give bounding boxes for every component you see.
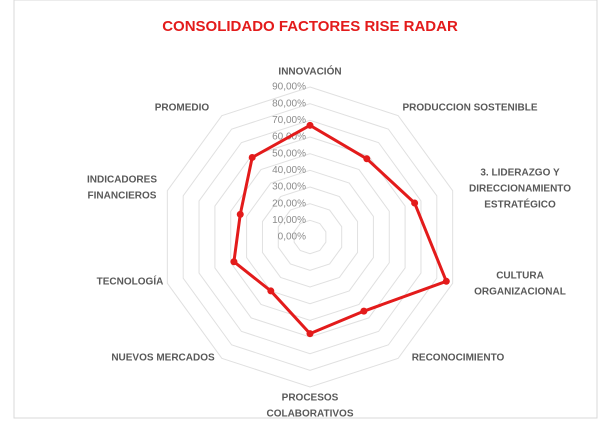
data-point <box>363 155 371 163</box>
category-label: ORGANIZACIONAL <box>474 287 566 298</box>
grid-ring <box>293 219 327 255</box>
category-label: TECNOLOGÍA <box>97 275 164 288</box>
y-tick-label: 70,00% <box>272 115 306 126</box>
y-tick-label: 10,00% <box>272 215 306 226</box>
category-label: INDICADORES <box>87 175 157 186</box>
grid-ring <box>246 169 374 305</box>
grid-ring <box>277 203 343 271</box>
category-label: PROMEDIO <box>155 103 210 114</box>
data-point <box>360 307 368 315</box>
category-label: COLABORATIVOS <box>266 409 353 420</box>
grid-ring <box>182 103 438 371</box>
category-label: PRODUCCION SOSTENIBLE <box>402 103 537 114</box>
category-label: INNOVACIÓN <box>278 65 341 78</box>
data-point <box>411 199 419 207</box>
grid-ring <box>166 86 454 388</box>
y-tick-label: 50,00% <box>272 148 306 159</box>
grid-ring <box>198 119 422 355</box>
y-tick-label: 20,00% <box>272 198 306 209</box>
grid-ring <box>261 186 359 288</box>
y-tick-label: 30,00% <box>272 182 306 193</box>
data-point <box>442 277 450 285</box>
y-tick-label: 40,00% <box>272 165 306 176</box>
category-label: CULTURA <box>496 271 544 282</box>
category-label: PROCESOS <box>282 393 339 404</box>
data-point <box>236 210 244 218</box>
chart-border <box>13 0 598 419</box>
grid-ring <box>230 153 390 321</box>
y-tick-label: 0,00% <box>278 232 306 243</box>
data-point <box>248 153 256 161</box>
y-tick-label: 90,00% <box>272 82 306 93</box>
category-label: DIRECCIONAMIENTO <box>469 184 571 195</box>
y-tick-label: 80,00% <box>272 98 306 109</box>
data-point <box>306 121 314 129</box>
category-label: NUEVOS MERCADOS <box>111 353 215 364</box>
chart-title: CONSOLIDADO FACTORES RISE RADAR <box>162 18 458 35</box>
data-point <box>230 258 238 266</box>
data-point <box>267 287 275 295</box>
category-label: RECONOCIMIENTO <box>412 353 505 364</box>
category-label: 3. LIDERAZGO Y <box>480 168 560 179</box>
data-point <box>306 330 314 338</box>
category-label: ESTRATÉGICO <box>484 198 556 211</box>
category-label: FINANCIEROS <box>88 191 157 202</box>
